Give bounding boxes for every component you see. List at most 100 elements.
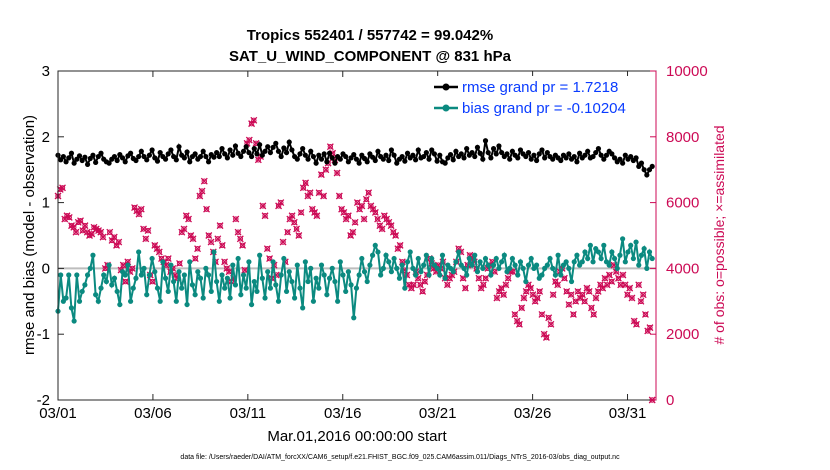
rmse-point: [203, 153, 209, 160]
bias-point: [509, 255, 515, 262]
rmse-point: [310, 153, 317, 160]
bias-point: [257, 252, 263, 258]
obs-assimilated-marker: [545, 314, 553, 322]
rmse-point: [138, 148, 144, 154]
obs-assimilated-marker: [356, 205, 364, 213]
rmse-point: [641, 167, 647, 173]
obs-assimilated-marker: [214, 235, 222, 243]
obs-assimilated-marker: [572, 297, 580, 305]
bias-point: [87, 265, 93, 271]
bias-point: [265, 269, 271, 275]
rmse-point: [493, 151, 499, 157]
bias-point: [160, 259, 166, 265]
rmse-point: [550, 156, 556, 162]
bias-point: [595, 249, 602, 255]
obs-assimilated-marker: [605, 271, 613, 279]
bias-point: [68, 305, 75, 311]
bias-point: [329, 265, 335, 271]
bias-point: [335, 298, 341, 304]
rmse-point: [450, 157, 456, 163]
legend-rmse-marker: [442, 83, 450, 91]
bias-point: [275, 298, 282, 304]
obs-assimilated-marker: [128, 264, 136, 272]
bias-point: [95, 298, 101, 304]
bias-point: [93, 292, 99, 298]
obs-assimilated-marker: [461, 284, 469, 292]
rmse-point: [558, 157, 564, 164]
bias-point: [606, 262, 612, 268]
rmse-point: [265, 144, 271, 150]
bias-point: [281, 255, 287, 262]
rmse-point: [628, 153, 634, 160]
bias-point: [426, 272, 432, 278]
bias-point: [644, 265, 650, 271]
x-axis: 03/01 03/06 03/11 03/16 03/21 03/26 03/31: [39, 71, 646, 422]
rmse-point: [515, 155, 521, 161]
obs-assimilated-marker: [554, 281, 562, 289]
rmse-point: [499, 149, 505, 156]
x-tick-label: 03/01: [39, 405, 77, 422]
rmse-point: [488, 155, 494, 161]
bias-point: [579, 259, 585, 265]
bias-point: [168, 262, 174, 268]
bias-point: [523, 278, 529, 285]
rmse-point: [375, 148, 381, 154]
bias-point: [396, 275, 403, 281]
y-tick-label: 2: [42, 129, 50, 146]
obs-assimilated-marker: [419, 287, 427, 295]
y-tick-label: -1: [37, 326, 50, 343]
rmse-point: [122, 159, 128, 165]
rmse-point: [63, 159, 69, 165]
bias-point: [326, 275, 333, 281]
obs-assimilated-marker: [254, 156, 262, 164]
bias-point: [332, 278, 338, 285]
rmse-point: [289, 147, 295, 153]
obs-assimilated-marker: [538, 311, 546, 318]
rmse-point: [82, 154, 88, 160]
bias-point: [359, 255, 365, 262]
rmse-point: [496, 143, 502, 149]
obs-assimilated-marker: [574, 287, 582, 295]
bias-point: [101, 272, 107, 278]
bias-point: [501, 252, 507, 258]
bias-point: [227, 295, 233, 301]
bias-point: [412, 272, 419, 278]
obs-assimilated-marker: [387, 222, 395, 230]
bias-point: [601, 242, 607, 248]
rmse-point: [216, 153, 222, 160]
bias-point: [525, 262, 532, 268]
obs-assimilated-marker: [241, 266, 249, 274]
rmse-point: [539, 147, 545, 153]
bias-point: [189, 282, 196, 288]
rmse-point: [590, 153, 596, 160]
rmse-point: [257, 142, 263, 148]
bias-point: [273, 282, 279, 288]
rmse-point: [633, 155, 639, 161]
obs-assimilated-marker: [155, 248, 163, 256]
bias-point: [289, 278, 295, 285]
obs-assimilated-marker: [200, 177, 208, 185]
bias-point: [469, 262, 475, 268]
rmse-point: [620, 160, 626, 166]
rmse-point: [343, 153, 349, 160]
obs-assimilated-marker: [502, 281, 510, 289]
obs-assimilated-marker: [626, 284, 634, 292]
bias-point: [224, 275, 230, 281]
bias-point: [246, 259, 252, 265]
obs-assimilated-marker: [394, 245, 402, 253]
rmse-point: [214, 149, 220, 156]
bias-point: [340, 272, 346, 278]
obs-assimilated-marker: [142, 235, 150, 243]
bias-point: [399, 262, 405, 268]
bias-point: [442, 275, 448, 281]
rmse-point: [364, 159, 370, 165]
bias-point: [369, 252, 376, 258]
bias-point: [240, 272, 247, 278]
bias-point: [550, 265, 556, 271]
rmse-point: [598, 152, 604, 158]
rmse-point: [154, 158, 161, 164]
rmse-point: [644, 172, 650, 178]
obs-assimilated-marker: [504, 274, 512, 282]
rmse-point: [337, 156, 343, 162]
rmse-point: [329, 155, 335, 161]
